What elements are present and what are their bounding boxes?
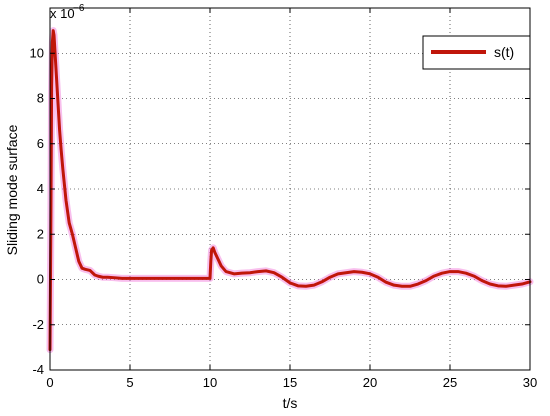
- x-tick-label: 10: [203, 375, 217, 390]
- y-tick-labels: -4 -2 0 2 4 6 8 10: [30, 45, 44, 377]
- x-axis-label: t/s: [283, 395, 298, 411]
- y-axis-label: Sliding mode surface: [4, 124, 20, 255]
- y-scale-exponent: −6: [73, 3, 85, 14]
- x-tick-label: 25: [443, 375, 457, 390]
- x-tick-label: 5: [126, 375, 133, 390]
- grid: [50, 8, 530, 370]
- y-tick-label: 8: [37, 91, 44, 106]
- series-line-s-t: [48, 29, 532, 352]
- y-scale-base: x 10: [50, 6, 75, 21]
- legend: s(t): [422, 35, 531, 70]
- x-tick-label: 0: [46, 375, 53, 390]
- x-tick-labels: 0 5 10 15 20 25 30: [46, 375, 537, 390]
- x-tick-label: 20: [363, 375, 377, 390]
- y-tick-label: -2: [32, 317, 44, 332]
- x-tick-label: 15: [283, 375, 297, 390]
- series-layer: [46, 27, 534, 354]
- legend-label: s(t): [494, 44, 514, 60]
- y-tick-label: 4: [37, 181, 44, 196]
- y-tick-label: 2: [37, 226, 44, 241]
- y-tick-label: -4: [32, 362, 44, 377]
- x-tick-label: 30: [523, 375, 537, 390]
- y-tick-label: 0: [37, 272, 44, 287]
- y-tick-label: 6: [37, 136, 44, 151]
- y-tick-label: 10: [30, 45, 44, 60]
- ticks: [49, 8, 531, 371]
